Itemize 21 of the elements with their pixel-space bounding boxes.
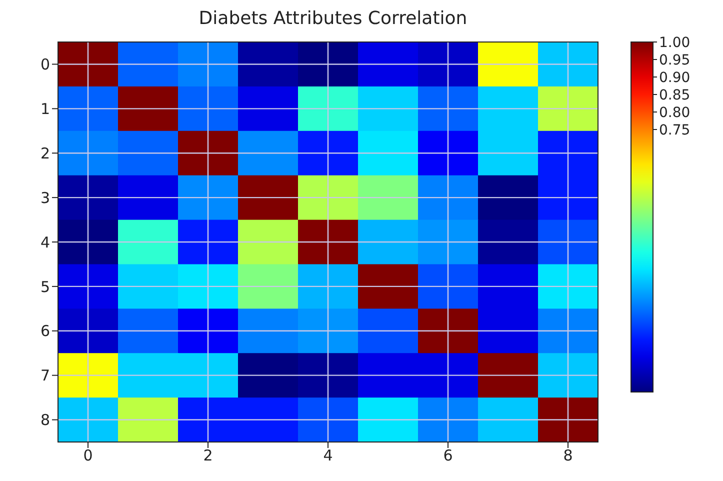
x-tick-label: 4 [323,446,333,465]
color-bar-label: 0.95 [659,52,690,68]
y-tick-label: 6 [40,322,50,340]
color-bar-label: 0.75 [659,122,690,138]
x-tick-label: 6 [443,446,453,465]
y-tick-label: 1 [40,100,50,118]
color-bar-label: 0.80 [659,104,690,121]
y-tick-label: 8 [40,411,50,430]
color-bar-label: 0.85 [659,87,690,104]
color-bar-label: 1.00 [659,34,690,51]
y-tick-label: 2 [40,144,50,162]
y-tick-label: 4 [40,233,50,252]
y-tick-label: 0 [40,56,50,74]
x-tick-label: 2 [203,446,213,465]
y-tick-label: 5 [40,278,50,296]
y-tick-label: 3 [40,188,50,207]
y-tick-label: 7 [40,366,50,385]
color-bar-label: 0.90 [659,70,690,86]
x-tick-label: 0 [83,446,93,465]
x-tick-label: 8 [563,446,573,465]
chart-title: Diabets Attributes Correlation [198,8,468,31]
